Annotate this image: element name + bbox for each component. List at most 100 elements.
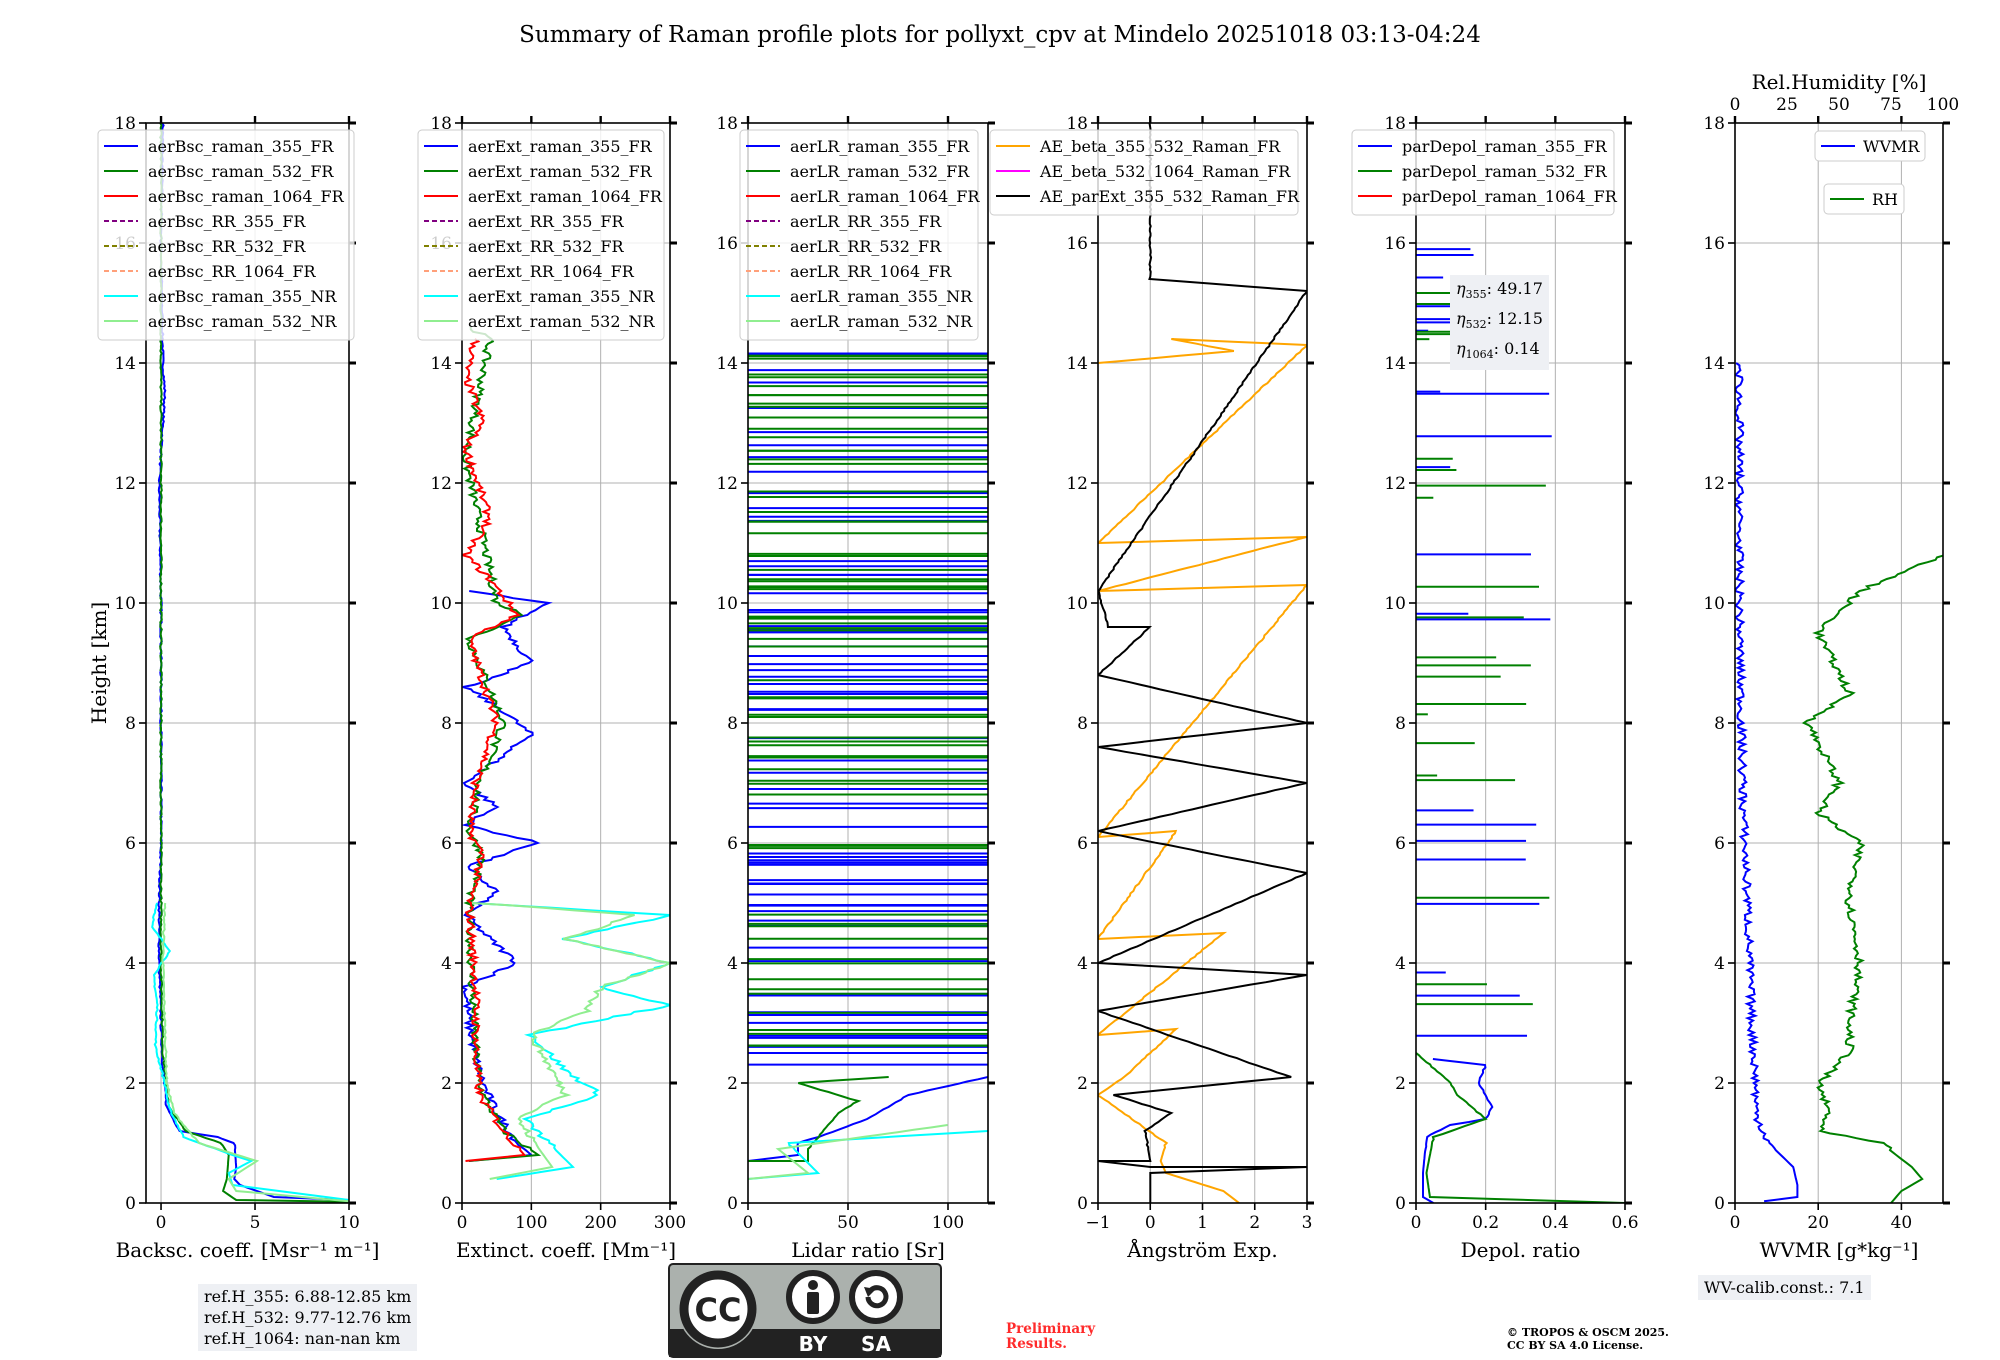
legend-label: aerLR_raman_532_NR (790, 312, 973, 331)
legend-label: aerBsc_raman_355_NR (148, 287, 337, 306)
y-tick-label: 8 (441, 714, 452, 734)
y-tick-label: 6 (1714, 834, 1725, 854)
y-tick-label: 0 (1714, 1194, 1725, 1214)
y-tick-label: 10 (430, 594, 452, 614)
y-tick-label: 8 (1714, 714, 1725, 734)
axes-frame (747, 122, 989, 1204)
x2-tick-label: 25 (1776, 95, 1798, 115)
x-tick-label: 0.2 (1472, 1213, 1499, 1233)
legend-label: aerExt_raman_532_FR (468, 162, 653, 181)
y-tick-label: 2 (441, 1074, 452, 1094)
legend-label: aerExt_raman_355_NR (468, 287, 656, 306)
y-tick-label: 16 (1066, 234, 1088, 254)
legend-frame (989, 129, 1299, 216)
series-line-aerLR_raman_532_FR (748, 1076, 889, 1162)
legend-label: aerExt_RR_355_FR (468, 212, 625, 231)
x-tick-label: 5 (250, 1213, 261, 1233)
y-tick-label: 6 (727, 834, 738, 854)
legend: AE_beta_355_532_Raman_FR AE_beta_532_1064… (989, 129, 1300, 216)
y-tick-label: 16 (716, 234, 738, 254)
legend-label: aerBsc_raman_532_FR (148, 162, 334, 181)
x2-axis-label: Rel.Humidity [%] (1752, 70, 1927, 94)
y-tick-label: 4 (441, 954, 452, 974)
x-axis-label: Ångström Exp. (1126, 1237, 1277, 1262)
x-axis-label: Extinct. coeff. [Mm⁻¹] (456, 1238, 676, 1262)
x-tick-label: 100 (932, 1213, 964, 1233)
legend-label: aerLR_RR_532_FR (790, 237, 942, 256)
y-tick-label: 12 (1384, 474, 1406, 494)
legend-label: aerLR_raman_1064_FR (790, 187, 980, 206)
svg-text:BY: BY (799, 1332, 828, 1356)
copyright-note: © TROPOS & OSCM 2025. CC BY SA 4.0 Licen… (1507, 1326, 1669, 1352)
preliminary-note: Preliminary Results. (1006, 1321, 1096, 1352)
axes-frame (461, 122, 671, 1204)
legend-label: RH (1872, 190, 1898, 209)
x-tick-label: 0.6 (1611, 1213, 1638, 1233)
legend-label: aerBsc_raman_1064_FR (148, 187, 345, 206)
legend-label: aerExt_RR_1064_FR (468, 262, 635, 281)
series-line-AE_parExt_355_532_Raman_FR (1098, 123, 1307, 1203)
x-tick-label: 0 (156, 1213, 167, 1233)
share-alike-icon (849, 1270, 903, 1324)
axes-frame (145, 122, 350, 1204)
svg-text:CC: CC (695, 1291, 742, 1329)
eta-355: η355: 49.17 (1456, 279, 1543, 302)
y-tick-label: 18 (1703, 114, 1725, 134)
legend-label: AE_beta_532_1064_Raman_FR (1039, 162, 1291, 181)
x-tick-label: 2 (1249, 1213, 1260, 1233)
data-layer (462, 326, 670, 1180)
x-tick-label: 0 (743, 1213, 754, 1233)
x-axis-label: Depol. ratio (1461, 1238, 1581, 1262)
y-tick-label: 10 (114, 594, 136, 614)
legend-label: aerLR_RR_355_FR (790, 212, 942, 231)
ref-height-355: ref.H_355: 6.88-12.85 km (204, 1287, 412, 1306)
y-tick-label: 8 (1395, 714, 1406, 734)
y-tick-label: 14 (1703, 354, 1725, 374)
series-line-aerLR_raman_355_FR (748, 1076, 988, 1162)
panel-backscatter: 0246810121416180510Backsc. coeff. [Msr⁻¹… (97, 114, 379, 1262)
legend-RH: RH (1823, 183, 1905, 215)
x-tick-label: 10 (338, 1213, 360, 1233)
legend-label: aerExt_RR_532_FR (468, 237, 625, 256)
series-line-aerBsc_raman_355_NR (151, 902, 349, 1201)
legend-frame (1351, 129, 1615, 216)
legend-label: aerBsc_RR_1064_FR (148, 262, 317, 281)
ref-height-532: ref.H_532: 9.77-12.76 km (204, 1308, 412, 1327)
x-tick-label: 40 (1891, 1213, 1913, 1233)
legend: aerBsc_raman_355_FR aerBsc_raman_532_FRae… (97, 129, 355, 341)
y-tick-label: 14 (430, 354, 452, 374)
y-tick-label: 14 (114, 354, 136, 374)
data-layer (748, 352, 988, 1180)
legend-frame (1814, 130, 1926, 162)
series-line-WVMR (1735, 362, 1799, 1203)
x2-tick-label: 50 (1828, 95, 1850, 115)
y-tick-label: 10 (1384, 594, 1406, 614)
y-tick-label: 4 (1395, 954, 1406, 974)
x-tick-label: 3 (1302, 1213, 1313, 1233)
y-tick-label: 4 (1714, 954, 1725, 974)
legend-label: WVMR (1863, 137, 1920, 156)
series-line-parDepol_raman_355_FR (1422, 1058, 1494, 1203)
legend-label: aerExt_raman_355_FR (468, 137, 653, 156)
y-tick-label: 0 (727, 1194, 738, 1214)
x-tick-label: 0 (1145, 1213, 1156, 1233)
panel-lidar-ratio: 0 2 4 6 8 10 12 14 16 18 0 50 100 Lidar ratio [Sr] aer… (716, 114, 995, 1262)
series-line-aerExt_raman_532_NR (472, 902, 670, 1180)
legend-label: aerLR_raman_355_NR (790, 287, 973, 306)
legend-label: aerExt_raman_1064_FR (468, 187, 663, 206)
legend-label: aerLR_raman_532_FR (790, 162, 970, 181)
x-tick-label: 200 (584, 1213, 616, 1233)
reference-height-box: ref.H_355: 6.88-12.85 km ref.H_532: 9.77… (198, 1284, 418, 1351)
x-tick-label: 50 (837, 1213, 859, 1233)
y-tick-label: 18 (1066, 114, 1088, 134)
y-tick-label: 14 (716, 354, 738, 374)
x-tick-label: −1 (1085, 1213, 1110, 1233)
legend-label: aerBsc_raman_532_NR (148, 312, 337, 331)
y-tick-label: 8 (125, 714, 136, 734)
data-layer (1098, 123, 1307, 1203)
legend-label: aerLR_RR_1064_FR (790, 262, 952, 281)
y-tick-label: 8 (727, 714, 738, 734)
series-line-aerLR_raman_532_NR (748, 1124, 948, 1180)
